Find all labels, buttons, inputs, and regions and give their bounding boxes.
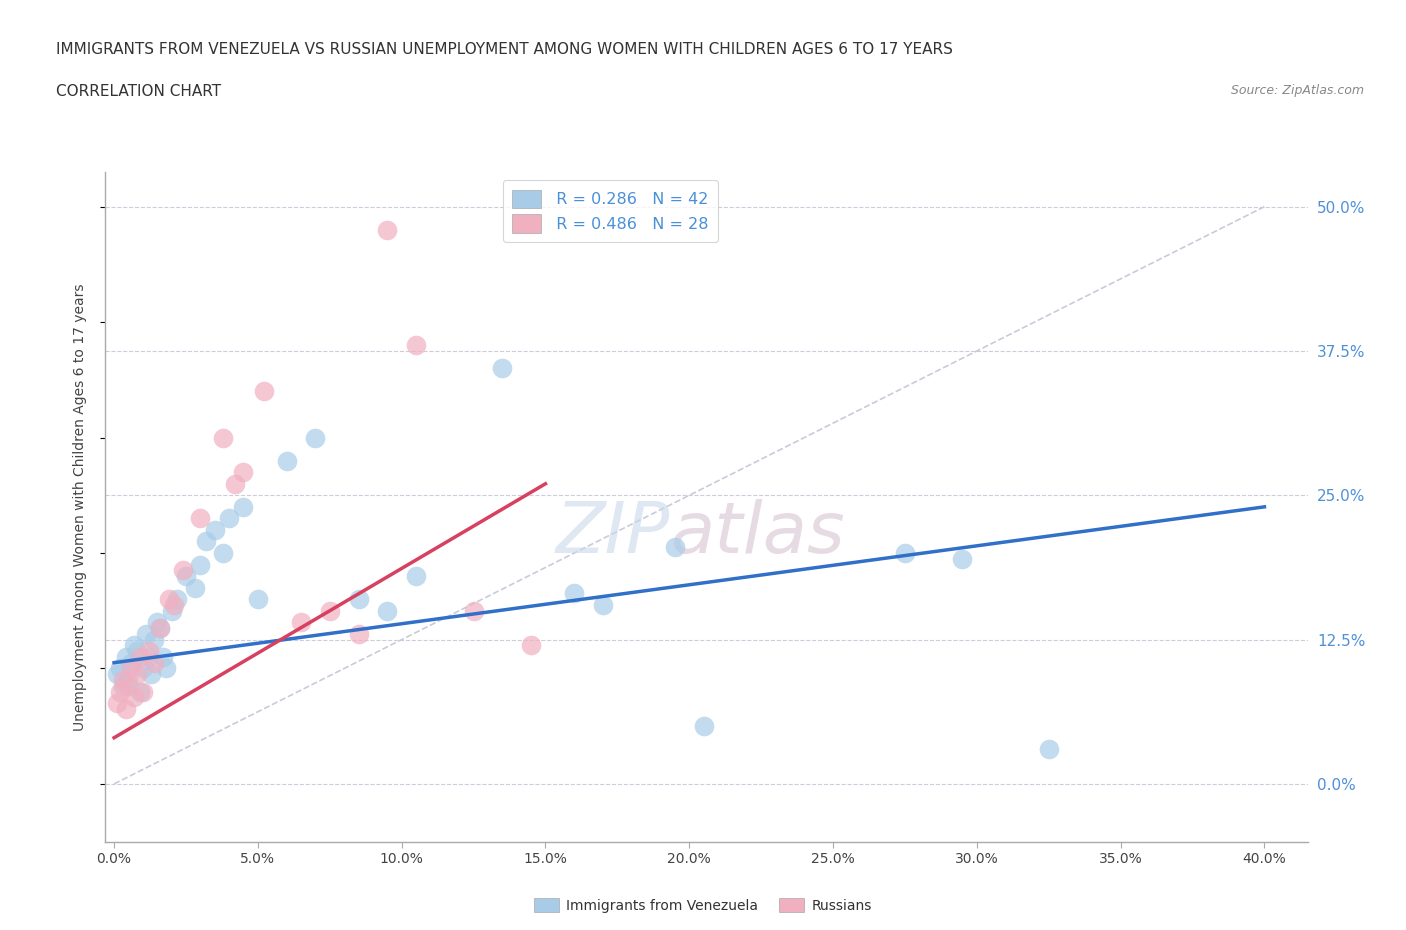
- Point: [132, 684, 155, 699]
- Point: [108, 661, 131, 676]
- Point: [174, 568, 197, 583]
- Point: [463, 604, 485, 618]
- Point: [664, 539, 686, 554]
- Point: [122, 638, 145, 653]
- Point: [152, 649, 174, 664]
- Point: [132, 661, 155, 676]
- Point: [157, 591, 180, 606]
- Point: [149, 620, 172, 635]
- Point: [108, 684, 131, 699]
- Point: [195, 534, 218, 549]
- Point: [127, 644, 149, 658]
- Text: atlas: atlas: [671, 499, 845, 568]
- Point: [1038, 742, 1060, 757]
- Point: [375, 222, 398, 237]
- Point: [188, 557, 212, 572]
- Legend:   R = 0.286   N = 42,   R = 0.486   N = 28: R = 0.286 N = 42, R = 0.486 N = 28: [503, 180, 718, 243]
- Point: [347, 627, 370, 642]
- Point: [120, 656, 142, 671]
- Point: [692, 719, 714, 734]
- Point: [183, 580, 205, 595]
- Point: [491, 361, 513, 376]
- Point: [129, 649, 152, 664]
- Point: [163, 598, 186, 613]
- Point: [319, 604, 342, 618]
- Point: [375, 604, 398, 618]
- Point: [141, 667, 163, 682]
- Point: [143, 656, 166, 671]
- Point: [111, 678, 134, 693]
- Point: [232, 499, 254, 514]
- Point: [155, 661, 177, 676]
- Point: [253, 384, 276, 399]
- Text: Source: ZipAtlas.com: Source: ZipAtlas.com: [1230, 84, 1364, 97]
- Point: [127, 667, 149, 682]
- Point: [117, 672, 139, 687]
- Point: [232, 465, 254, 480]
- Point: [212, 546, 235, 561]
- Point: [212, 431, 235, 445]
- Point: [276, 453, 298, 468]
- Point: [894, 546, 917, 561]
- Point: [952, 551, 974, 566]
- Point: [304, 431, 326, 445]
- Text: ZIP: ZIP: [557, 499, 671, 568]
- Point: [188, 511, 212, 525]
- Point: [160, 604, 183, 618]
- Point: [122, 690, 145, 705]
- Point: [114, 649, 136, 664]
- Point: [290, 615, 312, 630]
- Point: [172, 563, 194, 578]
- Point: [138, 644, 160, 658]
- Point: [105, 696, 128, 711]
- Text: CORRELATION CHART: CORRELATION CHART: [56, 84, 221, 99]
- Y-axis label: Unemployment Among Women with Children Ages 6 to 17 years: Unemployment Among Women with Children A…: [73, 283, 87, 731]
- Point: [204, 523, 226, 538]
- Point: [166, 591, 188, 606]
- Point: [129, 684, 152, 699]
- Point: [405, 568, 427, 583]
- Point: [246, 591, 269, 606]
- Point: [135, 627, 157, 642]
- Legend: Immigrants from Venezuela, Russians: Immigrants from Venezuela, Russians: [529, 893, 877, 919]
- Point: [120, 661, 142, 676]
- Point: [111, 672, 134, 687]
- Point: [562, 586, 585, 601]
- Point: [218, 511, 240, 525]
- Point: [146, 615, 169, 630]
- Point: [117, 678, 139, 693]
- Point: [143, 632, 166, 647]
- Point: [105, 667, 128, 682]
- Point: [347, 591, 370, 606]
- Text: IMMIGRANTS FROM VENEZUELA VS RUSSIAN UNEMPLOYMENT AMONG WOMEN WITH CHILDREN AGES: IMMIGRANTS FROM VENEZUELA VS RUSSIAN UNE…: [56, 42, 953, 57]
- Point: [149, 620, 172, 635]
- Point: [592, 598, 614, 613]
- Point: [114, 701, 136, 716]
- Point: [224, 476, 246, 491]
- Point: [520, 638, 543, 653]
- Point: [138, 649, 160, 664]
- Point: [405, 338, 427, 352]
